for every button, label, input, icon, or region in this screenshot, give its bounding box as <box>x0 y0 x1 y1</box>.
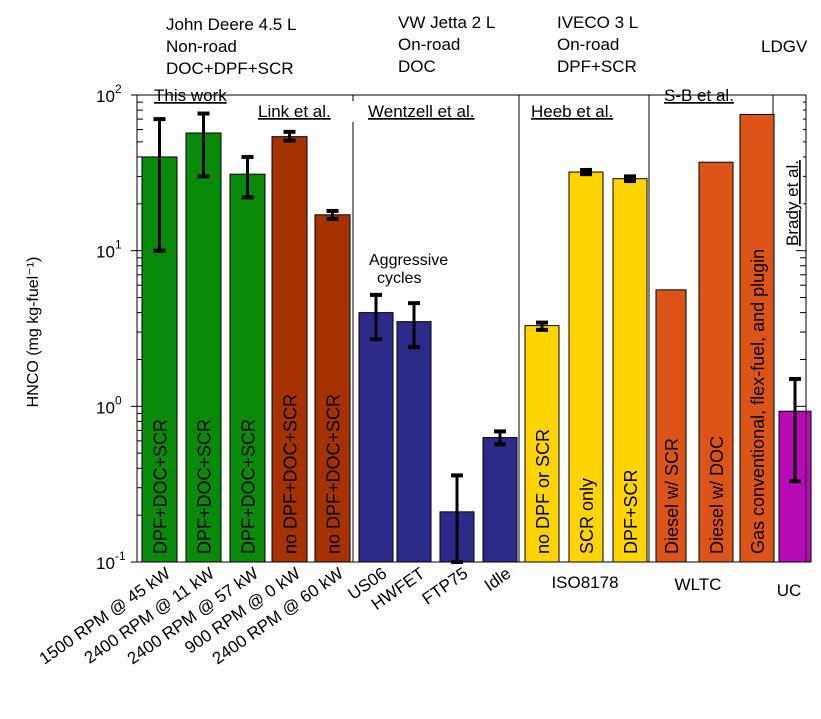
cycle-label: WLTC <box>675 575 722 594</box>
engine-label-this-work: John Deere 4.5 L Non-road DOC+DPF+SCR <box>166 15 296 78</box>
bar-inner-label: DPF+DOC+SCR <box>195 419 215 554</box>
bar <box>185 132 222 563</box>
group-label: Wentzell et al. <box>368 102 474 121</box>
bar-inner-label: DPF+DOC+SCR <box>151 419 171 554</box>
engine-line: DOC+DPF+SCR <box>166 59 294 78</box>
group-label-bg <box>529 101 639 122</box>
x-tick-label: FTP75 <box>419 564 472 609</box>
bar <box>229 173 266 563</box>
plot-frame <box>136 94 807 563</box>
engine-line: On-road <box>398 35 460 54</box>
x-tick-label: Idle <box>481 564 514 595</box>
bar <box>396 321 432 563</box>
y-tick-label: 10 <box>96 398 115 417</box>
engine-label-wentzell: VW Jetta 2 L On-road DOC <box>398 13 495 76</box>
engine-label-heeb: IVECO 3 L On-road DPF+SCR <box>557 13 638 76</box>
engine-line: On-road <box>557 35 619 54</box>
y-tick-exponent: -1 <box>115 549 126 563</box>
engine-line: VW Jetta 2 L <box>398 13 495 32</box>
bar-inner-label: SCR only <box>577 478 597 554</box>
group-label-bg <box>256 101 366 122</box>
engine-label-brady: LDGV <box>761 37 808 56</box>
y-tick-exponent: 0 <box>115 393 122 407</box>
bar <box>314 214 351 563</box>
aggressive-cycles-annotation: Aggressive cycles <box>369 252 448 287</box>
bar-inner-label: Diesel w/ DOC <box>707 436 727 554</box>
bar <box>482 437 518 563</box>
engine-line: Non-road <box>166 37 237 56</box>
group-label: Link et al. <box>258 102 331 121</box>
group-label: Brady et al. <box>783 160 802 246</box>
y-tick-label: 10 <box>96 87 115 106</box>
y-tick-label: 10 <box>96 554 115 573</box>
group-label: Heeb et al. <box>531 102 613 121</box>
bar-inner-label: DPF+DOC+SCR <box>239 419 259 554</box>
annotation-line: Aggressive <box>369 252 448 269</box>
bar-inner-label: no DPF or SCR <box>533 429 553 554</box>
bar <box>524 325 560 563</box>
engine-line: John Deere 4.5 L <box>166 15 296 34</box>
bar-layer: DPF+DOC+SCR DPF+DOC+SCR DPF+DOC+SCR no DPF+… <box>141 111 812 564</box>
cycle-label: ISO8178 <box>551 573 618 592</box>
engine-line: IVECO 3 L <box>557 13 638 32</box>
cycle-label: UC <box>777 581 802 600</box>
engine-line: DPF+SCR <box>557 57 637 76</box>
engine-line: DOC <box>398 57 436 76</box>
y-tick-exponent: 2 <box>115 82 122 96</box>
y-tick-label: 10 <box>96 243 115 262</box>
y-tick-exponent: 1 <box>115 238 122 252</box>
bar <box>358 312 394 563</box>
group-label-bg <box>366 101 514 122</box>
y-axis-label: HNCO (mg kg-fuel⁻¹) <box>25 257 42 408</box>
bar-inner-label: no DPF+DOC+SCR <box>281 394 301 554</box>
bar <box>739 113 775 563</box>
bar-inner-label: Diesel w/ SCR <box>662 438 682 554</box>
group-label-bg <box>781 98 803 248</box>
bar <box>612 178 648 563</box>
annotation-line: cycles <box>377 270 421 287</box>
bar-inner-label: no DPF+DOC+SCR <box>324 394 344 554</box>
bar <box>271 136 308 563</box>
bar-inner-label: DPF+SCR <box>621 469 641 554</box>
bar-inner-label: Gas conventional, flex-fuel, and plugin <box>748 249 768 554</box>
engine-line: LDGV <box>761 37 808 56</box>
